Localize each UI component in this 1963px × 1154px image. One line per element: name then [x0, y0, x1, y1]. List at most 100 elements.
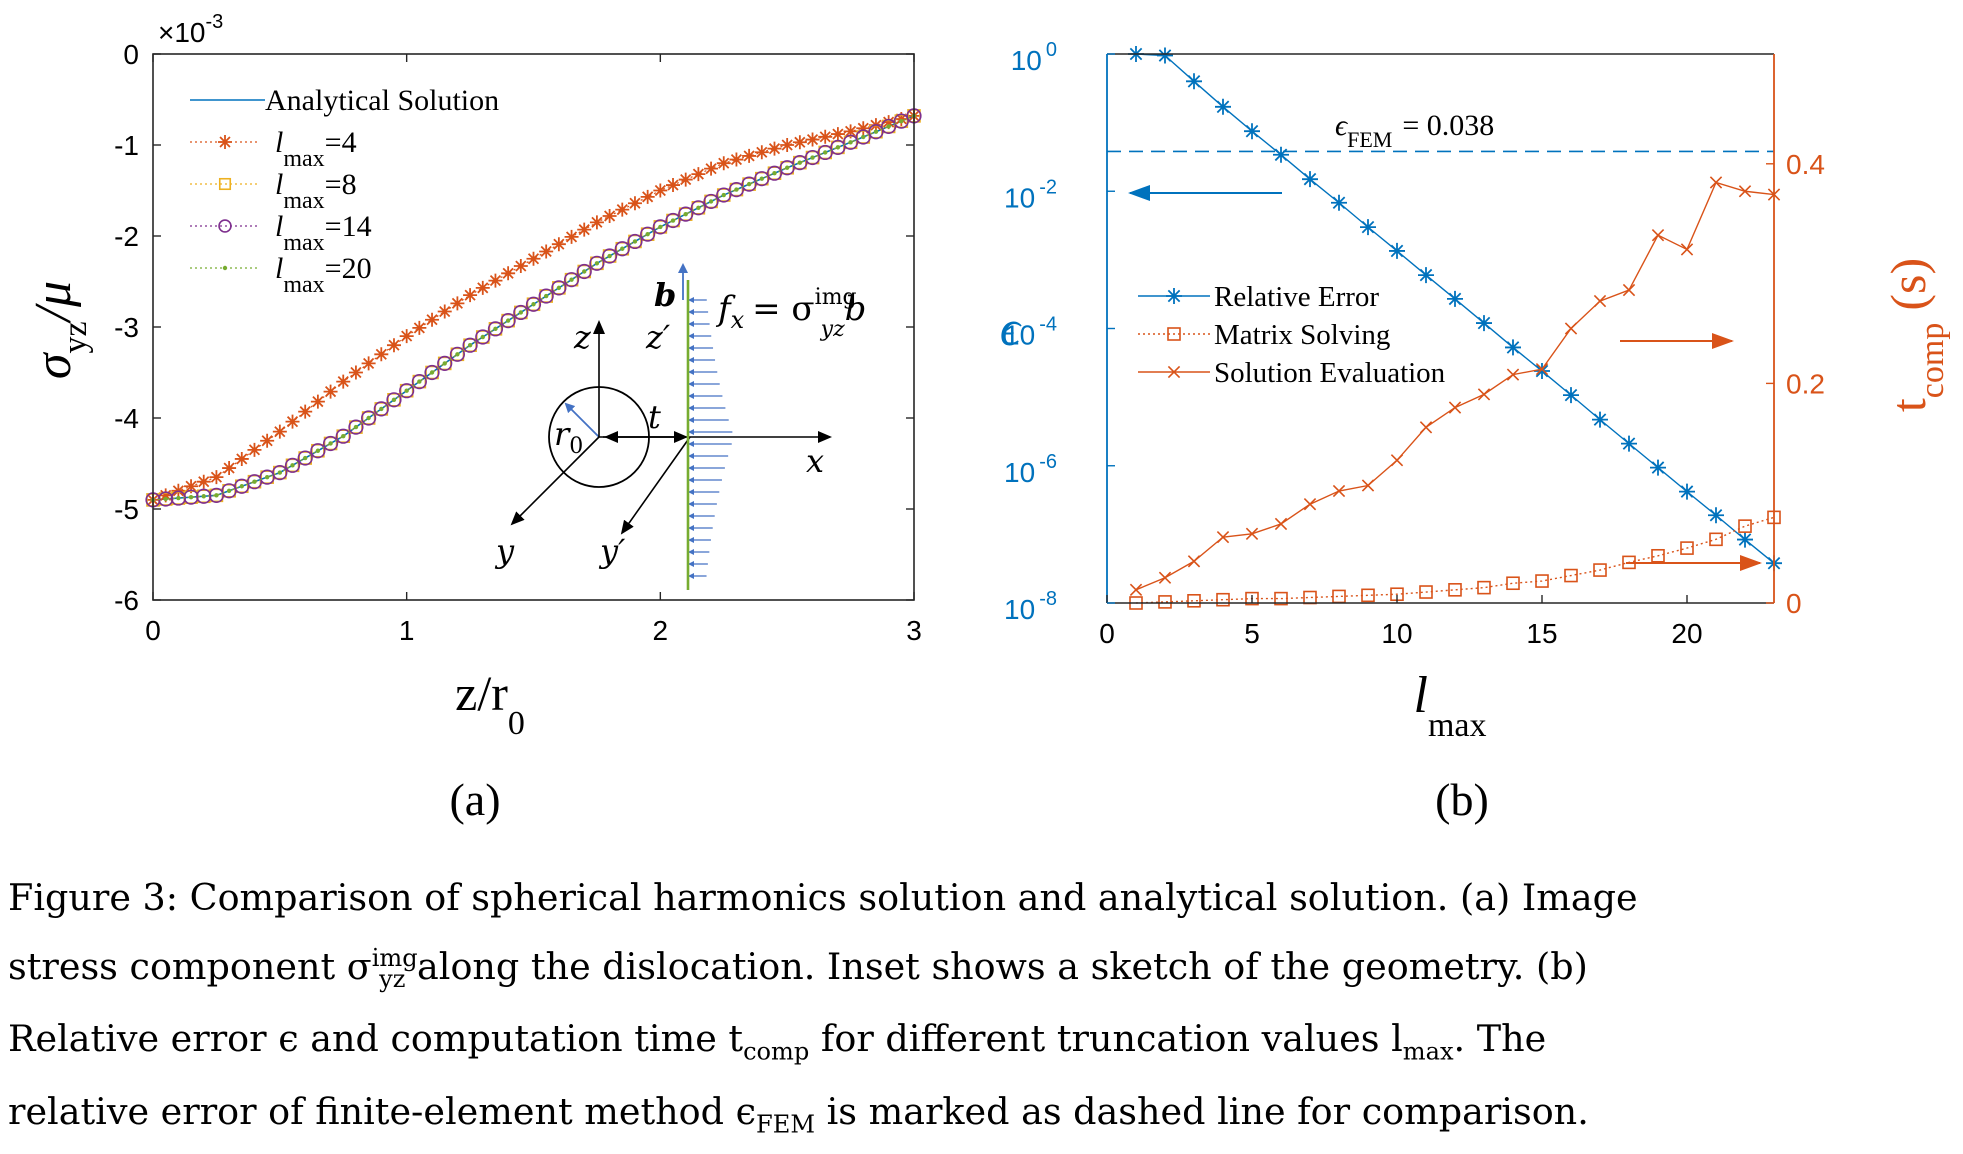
data-point [1332, 484, 1346, 498]
panel-b-x-tick-label: 0 [1099, 618, 1115, 649]
panel-a-x-label: z/r0 [455, 665, 525, 742]
inset-label-z-prime: z′ [645, 318, 671, 356]
data-point [704, 161, 719, 176]
legend-item: Matrix Solving [1138, 319, 1390, 351]
data-point [335, 428, 351, 444]
data-point [690, 200, 706, 216]
data-point [1738, 519, 1752, 533]
data-point [449, 346, 466, 362]
panel-a-x-tick-label: 2 [653, 615, 669, 646]
force-arrow-head [688, 345, 694, 351]
data-point [298, 451, 313, 465]
data-point [742, 148, 757, 163]
inset-label-z: z [573, 318, 592, 356]
data-point [1476, 315, 1492, 332]
data-point [1273, 146, 1289, 163]
data-point [303, 455, 308, 461]
panel-b-x-tick-label: 10 [1381, 618, 1412, 649]
data-point [1361, 479, 1375, 492]
data-point [1505, 339, 1521, 356]
data-point [272, 465, 288, 481]
legend-marker [218, 177, 232, 191]
force-arrow-head [688, 321, 694, 327]
panel-a-y-tick-label: 0 [123, 39, 139, 70]
force-arrow-head [688, 381, 694, 387]
data-point [767, 141, 782, 156]
data-point [437, 356, 452, 371]
panel-b-right-tick-label: 0 [1786, 588, 1802, 619]
data-point [349, 420, 363, 434]
panel-a-y-tick-label: -4 [114, 403, 139, 434]
data-point [170, 490, 186, 506]
data-point [412, 320, 427, 335]
data-point [1419, 585, 1433, 599]
panel-a-marks [145, 108, 922, 508]
panel-b-legend: Relative Error Matrix Solving Solution Eva… [1138, 281, 1446, 389]
data-point [437, 304, 452, 319]
data-point [226, 488, 232, 493]
data-point [855, 129, 871, 145]
data-point [1534, 363, 1550, 380]
data-point [653, 183, 668, 198]
data-point [1245, 527, 1259, 540]
data-point [628, 234, 642, 249]
series-line [1135, 516, 1775, 604]
legend-item: lmax=20 [190, 252, 372, 298]
data-point [1419, 421, 1433, 434]
data-point [1738, 185, 1752, 198]
panel-a-ticks: 0 1 2 3 0 -1 -2 -3 -4 -5 -6 [114, 39, 922, 646]
data-point [577, 222, 592, 237]
data-point [290, 463, 295, 468]
data-point [1244, 123, 1260, 140]
panel-b-right-tick-label: 0.4 [1786, 149, 1825, 180]
panel-a-x-tick-label: 1 [399, 615, 415, 646]
svg-text:σyz/μ: σyz/μ [25, 281, 94, 379]
data-point [716, 187, 732, 203]
data-point [1680, 541, 1694, 555]
data-point [429, 370, 435, 375]
data-point [683, 211, 688, 217]
data-point [830, 127, 845, 142]
data-point [328, 441, 333, 446]
force-arrow-head [688, 513, 694, 519]
data-point [1216, 592, 1230, 607]
data-point [1187, 594, 1201, 608]
panel-b-x-tick-label: 20 [1671, 618, 1702, 649]
data-point [252, 479, 257, 484]
data-point [518, 310, 524, 315]
panel-b-marks [1128, 46, 1782, 610]
data-point [284, 457, 301, 473]
force-arrow-head [688, 357, 694, 363]
data-point [1129, 583, 1143, 596]
data-point [640, 227, 655, 241]
data-point [716, 156, 731, 171]
data-point [1360, 219, 1376, 236]
data-point [488, 273, 503, 288]
data-point [551, 280, 567, 296]
data-point [670, 218, 676, 223]
inset-sketch: z z′ b x y y′ r0 t fx = σimg yzb [494, 263, 866, 590]
data-point [1448, 583, 1462, 597]
panel-a-x-tick-label: 0 [145, 615, 161, 646]
panel-b-left-tick-label: 10 0 [1011, 39, 1057, 76]
data-point [386, 392, 402, 408]
data-point [1506, 368, 1520, 381]
data-point [1158, 571, 1172, 584]
data-point [450, 296, 465, 311]
panel-a-y-label: σyz/μ [25, 281, 94, 379]
data-point [691, 167, 706, 182]
data-point [652, 219, 668, 235]
data-point [1709, 176, 1723, 189]
data-point [412, 374, 427, 389]
data-point [1477, 388, 1491, 401]
data-point [297, 450, 313, 466]
data-point [353, 424, 359, 430]
data-point [417, 379, 422, 384]
data-point [322, 435, 339, 452]
force-arrow-head [688, 333, 694, 339]
data-point [830, 139, 846, 155]
data-point [463, 338, 477, 353]
caption-line-3: Relative error ϵ and computation time tc… [8, 1017, 1547, 1066]
force-arrow-head [688, 465, 694, 471]
